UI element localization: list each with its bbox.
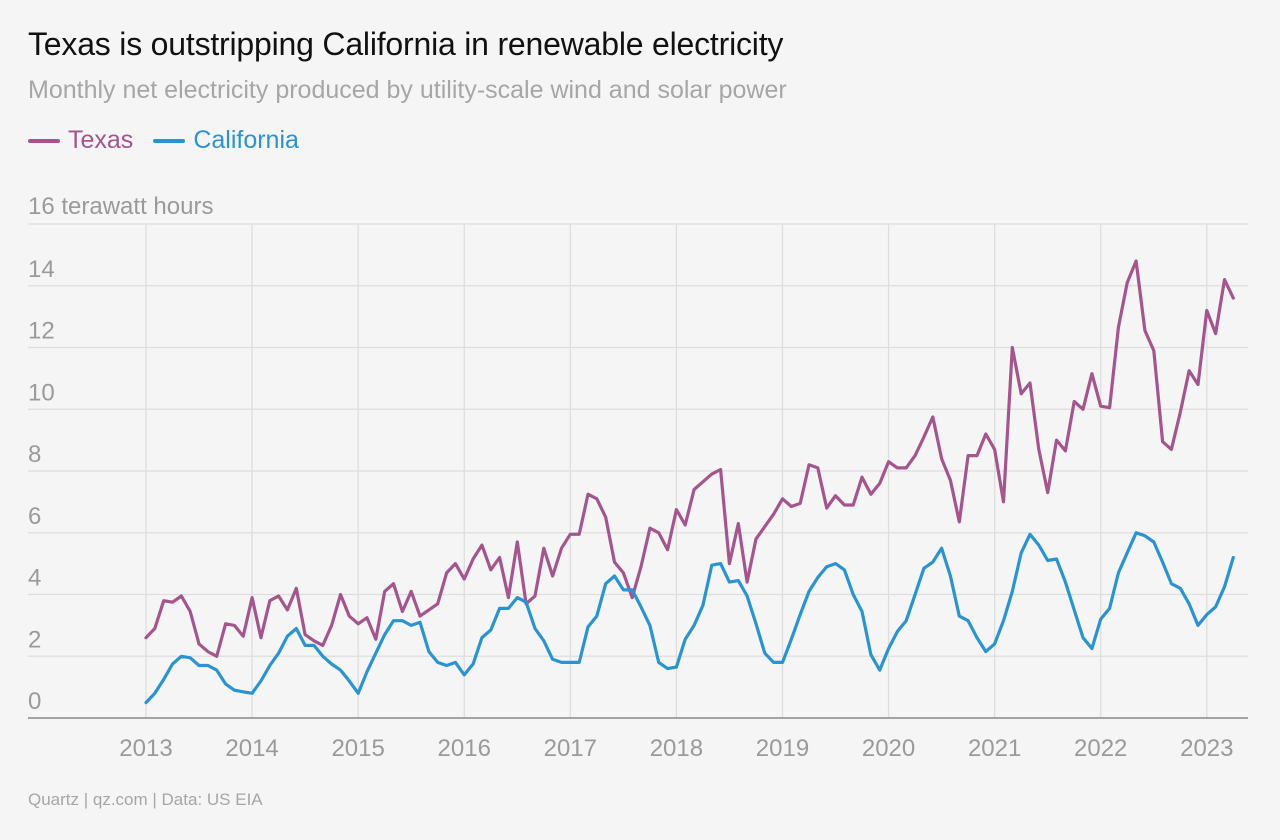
chart-subtitle: Monthly net electricity produced by util… [28, 76, 787, 104]
y-tick-label: 8 [28, 441, 41, 468]
legend-swatch-california [153, 138, 186, 143]
y-tick-label: 10 [28, 379, 55, 406]
series-lines [144, 259, 1235, 705]
x-tick-label-2017: 2017 [544, 735, 597, 762]
x-tick-label-2013: 2013 [119, 735, 172, 762]
x-tick-label-2020: 2020 [862, 735, 915, 762]
source-footer: Quartz | qz.com | Data: US EIA [28, 790, 263, 809]
x-tick-label-2015: 2015 [331, 735, 384, 762]
legend-item-texas: Texas [28, 126, 133, 155]
legend-swatch-texas [28, 138, 60, 143]
y-axis-label: 16 terawatt hours [28, 193, 213, 220]
legend-label-texas: Texas [68, 126, 134, 154]
y-tick-label: 12 [28, 318, 55, 345]
chart-title: Texas is outstripping California in rene… [28, 26, 784, 62]
x-tick-label-2021: 2021 [968, 735, 1021, 762]
y-tick-label: 14 [28, 256, 55, 283]
axes: 0 2 4 6 8 10 12 14 16 terawatt hours 2013 2014 2015… [28, 193, 1248, 762]
y-tick-label: 0 [28, 688, 41, 715]
series-line-california [144, 531, 1235, 705]
y-tick-label: 4 [28, 565, 41, 592]
x-tick-label-2016: 2016 [438, 735, 491, 762]
legend: Texas California [28, 126, 319, 155]
legend-label-california: California [193, 126, 299, 154]
x-tick-label-2014: 2014 [225, 735, 278, 762]
legend-item-california: California [153, 126, 299, 155]
x-tick-label-2023: 2023 [1180, 735, 1233, 762]
x-tick-label-2018: 2018 [650, 735, 703, 762]
y-tick-label: 2 [28, 626, 41, 653]
series-line-texas [144, 259, 1235, 658]
x-tick-label-2022: 2022 [1074, 735, 1127, 762]
grid [28, 223, 1248, 718]
x-tick-label-2019: 2019 [756, 735, 809, 762]
y-tick-label: 6 [28, 503, 41, 530]
